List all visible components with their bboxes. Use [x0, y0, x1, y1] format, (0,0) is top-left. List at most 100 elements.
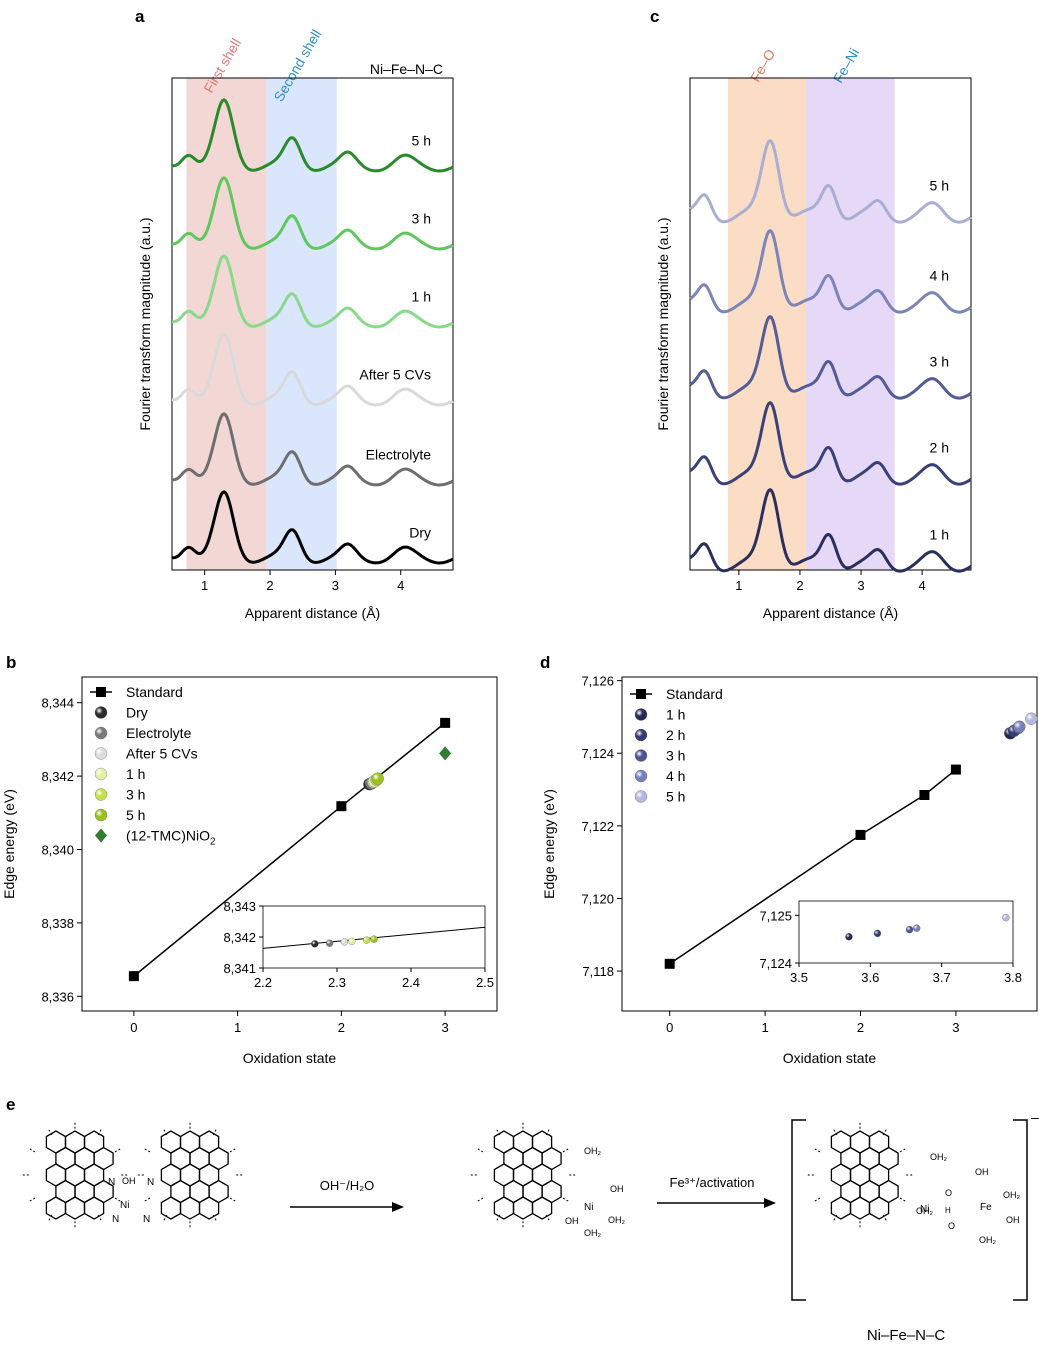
y-tick-label: 8,336 — [41, 989, 74, 1004]
dashed-bond — [814, 1148, 821, 1153]
plot-frame — [81, 676, 498, 1012]
band-1 — [806, 78, 895, 570]
series-line-2-h — [689, 401, 972, 486]
atom-label: N — [108, 1177, 115, 1188]
dashed-bond — [545, 1129, 550, 1136]
reaction-arrow-1-head — [392, 1202, 404, 1212]
charge-label: – — [1031, 1109, 1039, 1125]
series-line-3-h — [689, 315, 972, 400]
legend-marker-diamond — [95, 828, 107, 843]
atom-label: O — [948, 1221, 955, 1231]
left-bracket — [791, 1119, 806, 1301]
atom-label: OH — [1006, 1215, 1020, 1225]
chart-title: Ni–Fe–N–C — [370, 61, 443, 77]
dashed-bond — [114, 1197, 121, 1202]
atom-label: N — [147, 1177, 154, 1188]
x-tick-label: 4 — [397, 578, 404, 593]
ring — [179, 1196, 201, 1220]
x-tick-label: 0 — [666, 1020, 673, 1035]
atom-label: Ni — [120, 1200, 129, 1211]
x-axis-label: Apparent distance (Å) — [245, 605, 380, 621]
y-axis-label: Edge energy (eV) — [541, 789, 557, 899]
x-tick-label: 1 — [234, 1020, 241, 1035]
legend-marker-sphere — [94, 706, 108, 719]
inset-y-tick-label: 7,125 — [759, 908, 792, 923]
x-axis-label: Apparent distance (Å) — [763, 605, 898, 621]
point-sphere — [1025, 712, 1038, 725]
inset-point — [340, 938, 349, 946]
atom-label: Fe — [980, 1202, 992, 1213]
legend-marker-sphere — [634, 749, 648, 762]
inset-x-tick-label: 3.6 — [861, 970, 879, 985]
x-tick-label: 4 — [919, 578, 926, 593]
plot-frame — [689, 77, 972, 571]
dashed-bond — [212, 1214, 217, 1221]
atom-label: OH₂ — [1003, 1190, 1021, 1200]
arrow2-label: Fe³⁺/activation — [670, 1175, 755, 1190]
standard-marker — [664, 958, 675, 969]
inset-point — [1002, 914, 1010, 922]
dashed-bond — [48, 1214, 53, 1221]
series-line-5-h — [171, 98, 454, 173]
y-tick-label: 8,344 — [41, 696, 74, 711]
legend-marker-sphere — [94, 808, 108, 822]
point-diamond — [439, 746, 452, 761]
inset-point — [362, 936, 371, 944]
inset-point — [370, 935, 378, 943]
arrow1-label: OH⁻/H₂O — [320, 1178, 375, 1193]
inset-x-tick-label: 2.2 — [254, 975, 272, 990]
dashed-bond — [29, 1148, 36, 1153]
point-sphere — [1013, 720, 1026, 733]
dashed-bond — [48, 1129, 53, 1136]
series-line-1-h — [171, 254, 454, 329]
dashed-bond — [212, 1129, 217, 1136]
y-axis-label: Fourier transform magnitude (a.u.) — [655, 217, 671, 430]
y-axis-label: Edge energy (eV) — [1, 789, 17, 899]
atom-label: OH₂ — [584, 1146, 602, 1156]
series-label: 5 h — [930, 177, 949, 193]
x-tick-label: 3 — [332, 578, 339, 593]
series-label: 5 h — [412, 133, 431, 149]
y-axis-label: Fourier transform magnitude (a.u.) — [137, 217, 153, 430]
product-label: Ni–Fe–N–C — [867, 1327, 946, 1344]
dashed-bond — [229, 1148, 236, 1153]
x-tick-label: 3 — [952, 1020, 959, 1035]
legend-marker-sphere — [634, 708, 648, 721]
dashed-bond — [562, 1148, 569, 1153]
x-tick-label: 1 — [201, 578, 208, 593]
atom-label: OH — [565, 1216, 579, 1226]
legend-subscript: 2 — [210, 837, 216, 848]
inset-point — [845, 933, 853, 941]
graphene-cluster-3 — [470, 1122, 576, 1228]
standard-marker — [855, 829, 866, 840]
inset-x-tick-label: 3.8 — [1004, 970, 1022, 985]
legend-label: After 5 CVs — [126, 746, 198, 762]
atom-label: Ni — [920, 1204, 929, 1215]
series-line-5-h — [689, 139, 972, 224]
inset-x-tick-label: 2.4 — [402, 975, 420, 990]
plot-frame — [621, 676, 1038, 1012]
dashed-bond — [814, 1197, 821, 1202]
series-label: After 5 CVs — [359, 367, 431, 383]
dashed-bond — [144, 1148, 151, 1153]
legend-marker-standard — [96, 687, 106, 697]
series-line-after-5-cvs — [171, 332, 454, 407]
ring — [830, 1196, 852, 1220]
dashed-bond — [496, 1129, 501, 1136]
series-line-3-h — [171, 176, 454, 251]
series-label: 3 h — [412, 211, 431, 227]
right-bracket — [1013, 1119, 1028, 1301]
legend-marker-sphere — [94, 788, 108, 801]
dashed-bond — [163, 1214, 168, 1221]
x-tick-label: 2 — [796, 578, 803, 593]
ring — [493, 1196, 515, 1220]
legend-marker-sphere — [94, 767, 108, 781]
standard-marker — [128, 971, 139, 982]
point-sphere — [371, 772, 384, 785]
legend-label: Electrolyte — [126, 725, 192, 741]
legend-marker-sphere — [634, 728, 648, 742]
inset-point — [873, 929, 882, 938]
dashed-bond — [833, 1214, 838, 1221]
inset-point — [905, 925, 914, 934]
